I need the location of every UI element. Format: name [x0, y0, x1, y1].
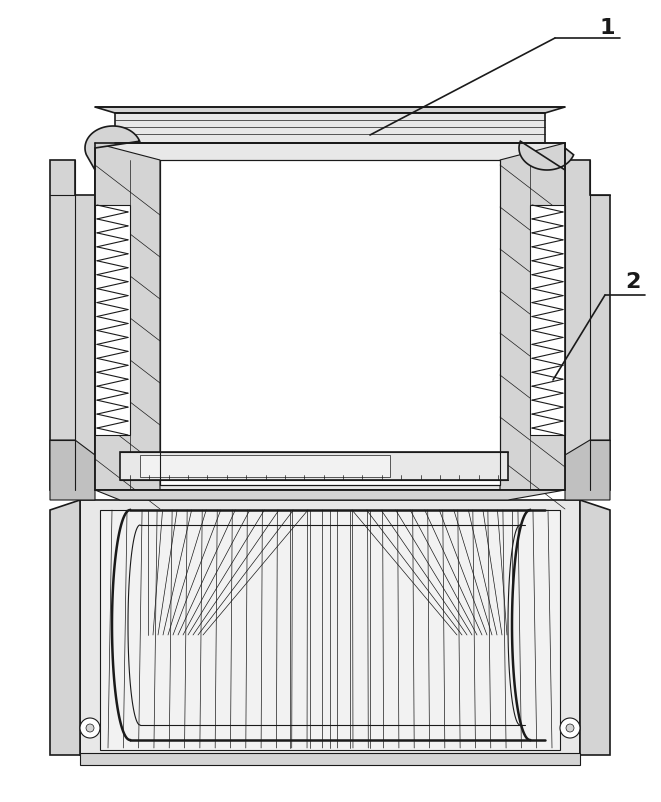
- Bar: [160, 160, 500, 485]
- Polygon shape: [519, 141, 574, 170]
- Bar: [80, 753, 580, 765]
- Circle shape: [566, 724, 574, 732]
- Bar: [140, 455, 390, 477]
- Polygon shape: [95, 490, 565, 500]
- Bar: [530, 205, 565, 435]
- Bar: [80, 500, 580, 755]
- Polygon shape: [580, 500, 610, 755]
- Circle shape: [560, 718, 580, 738]
- Text: 2: 2: [625, 272, 641, 292]
- Polygon shape: [95, 107, 565, 113]
- Polygon shape: [565, 440, 610, 500]
- Polygon shape: [115, 113, 545, 143]
- Polygon shape: [50, 440, 95, 500]
- Bar: [120, 452, 508, 480]
- Polygon shape: [85, 126, 139, 170]
- Polygon shape: [565, 160, 610, 490]
- Bar: [95, 143, 565, 490]
- Text: 1: 1: [600, 18, 615, 38]
- Polygon shape: [95, 143, 160, 490]
- Circle shape: [80, 718, 100, 738]
- Polygon shape: [50, 500, 80, 755]
- Circle shape: [86, 724, 94, 732]
- Polygon shape: [50, 160, 95, 490]
- Bar: [100, 510, 560, 750]
- Bar: [95, 205, 130, 435]
- Polygon shape: [500, 143, 565, 490]
